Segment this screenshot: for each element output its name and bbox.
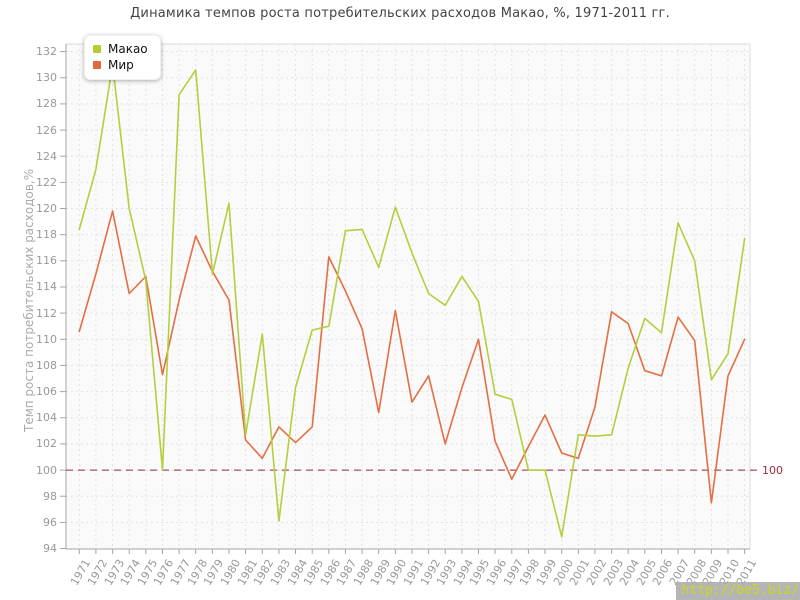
- y-tick-label: 106: [36, 385, 57, 399]
- legend-label-macao: Макао: [108, 42, 148, 56]
- y-tick-label: 128: [36, 97, 57, 111]
- y-tick-label: 100: [36, 463, 57, 477]
- legend-label-world: Мир: [108, 58, 134, 72]
- y-tick-label: 132: [36, 45, 57, 59]
- legend: Макао Мир: [84, 35, 161, 80]
- y-tick-label: 110: [36, 332, 57, 346]
- y-tick-label: 114: [36, 280, 57, 294]
- y-tick-label: 104: [36, 411, 57, 425]
- watermark-link[interactable]: http://be5.biz/: [675, 582, 800, 600]
- y-tick-label: 120: [36, 202, 57, 216]
- macao-series-line: [78, 63, 746, 538]
- macao-swatch-icon: [93, 45, 101, 53]
- world-swatch-icon: [93, 61, 101, 69]
- legend-item-world: Мир: [93, 58, 148, 72]
- y-tick-label: 126: [36, 123, 57, 137]
- y-tick-label: 116: [36, 254, 57, 268]
- y-tick-label: 122: [36, 175, 57, 189]
- y-tick-label: 124: [36, 149, 57, 163]
- y-tick-label: 130: [36, 71, 57, 85]
- y-tick-label: 98: [43, 489, 57, 503]
- reference-line-label: 100: [762, 464, 783, 478]
- world-series-line: [78, 210, 746, 504]
- y-tick-label: 96: [43, 515, 57, 529]
- legend-item-macao: Макао: [93, 42, 148, 56]
- y-tick-label: 94: [43, 542, 57, 556]
- y-tick-label: 112: [36, 306, 57, 320]
- chart-title: Динамика темпов роста потребительских ра…: [130, 6, 670, 21]
- y-tick-label: 108: [36, 358, 57, 372]
- y-tick-label: 118: [36, 228, 57, 242]
- y-tick-label: 102: [36, 437, 57, 451]
